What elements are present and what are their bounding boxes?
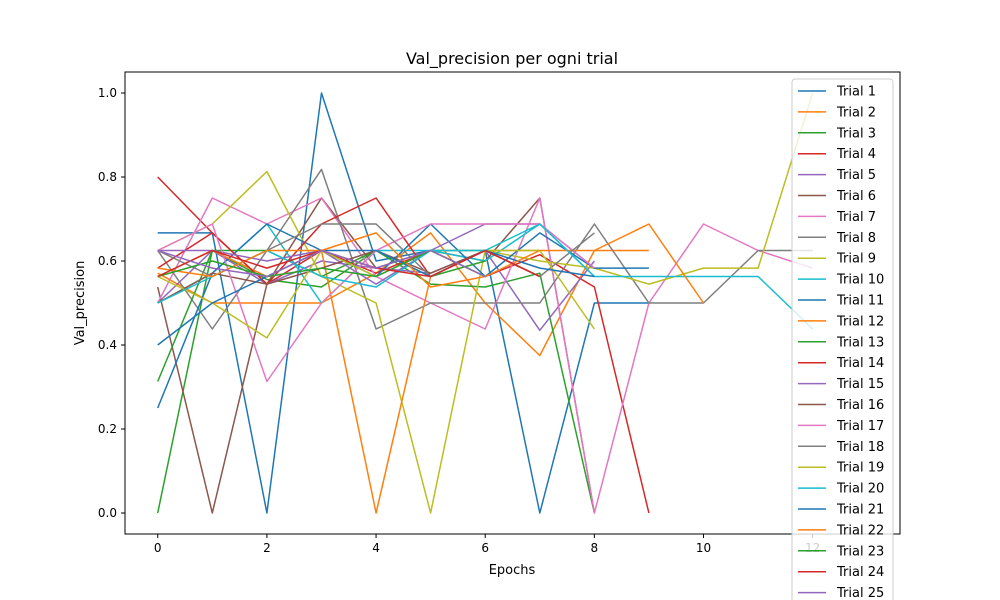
series-line-trial-22 [157,232,541,288]
legend-label: Trial 21 [836,503,884,518]
y-tick-label: 0.6 [98,254,117,268]
x-axis-label: Epochs [489,563,536,578]
legend-label: Trial 23 [836,544,884,559]
series-line-trial-7 [157,197,813,514]
y-tick-label: 1.0 [98,86,117,100]
legend-label: Trial 18 [836,440,884,455]
legend-label: Trial 11 [836,294,884,309]
x-tick-label: 2 [263,541,271,555]
legend: Trial 1 Trial 2 Trial 3 Trial 4 Trial 5 Trial… [791,78,894,600]
legend-label: Trial 13 [836,335,884,350]
legend-label: Trial 3 [836,126,876,141]
series-line-trial-8 [157,168,813,330]
legend-box [791,78,894,600]
series-line-trial-25 [157,249,486,278]
legend-label: Trial 7 [836,210,876,225]
legend-label: Trial 6 [836,189,876,204]
y-tick-label: 0.8 [98,170,117,184]
y-tick-label: 0.2 [98,422,117,436]
legend-label: Trial 9 [836,252,876,267]
x-tick-label: 4 [372,541,380,555]
x-tick-label: 6 [481,541,489,555]
legend-label: Trial 8 [836,231,876,246]
legend-label: Trial 22 [836,523,884,538]
legend-label: Trial 15 [836,377,884,392]
series-line-trial-6 [156,197,596,514]
series-line-trial-1 [157,92,649,514]
x-tick-label: 10 [696,541,711,555]
legend-label: Trial 25 [836,586,884,600]
y-axis-ticks: 0.0 0.2 0.4 0.6 0.8 1.0 [98,86,125,520]
legend-label: Trial 10 [836,273,884,288]
legend-label: Trial 24 [836,565,884,580]
legend-label: Trial 2 [836,105,876,120]
x-tick-label: 8 [591,541,599,555]
plot-area-frame [124,71,901,535]
series-lines [156,92,814,514]
legend-label: Trial 20 [836,482,884,497]
series-line-trial-21 [157,249,595,346]
x-tick-label: 0 [154,541,162,555]
legend-label: Trial 4 [836,147,876,162]
y-tick-label: 0.0 [98,506,117,520]
legend-label: Trial 12 [836,314,884,329]
y-tick-label: 0.4 [98,338,117,352]
legend-label: Trial 1 [836,85,876,100]
x-axis-ticks: 024681012 [154,534,820,555]
legend-label: Trial 5 [836,168,876,183]
legend-label: Trial 19 [836,461,884,476]
legend-label: Trial 16 [836,398,884,413]
series-line-trial-4 [157,176,650,514]
legend-label: Trial 14 [836,356,884,371]
y-axis-label: Val_precision [73,261,88,346]
chart-title: Val_precision per ogni trial [406,49,618,69]
legend-label: Trial 17 [836,419,884,434]
